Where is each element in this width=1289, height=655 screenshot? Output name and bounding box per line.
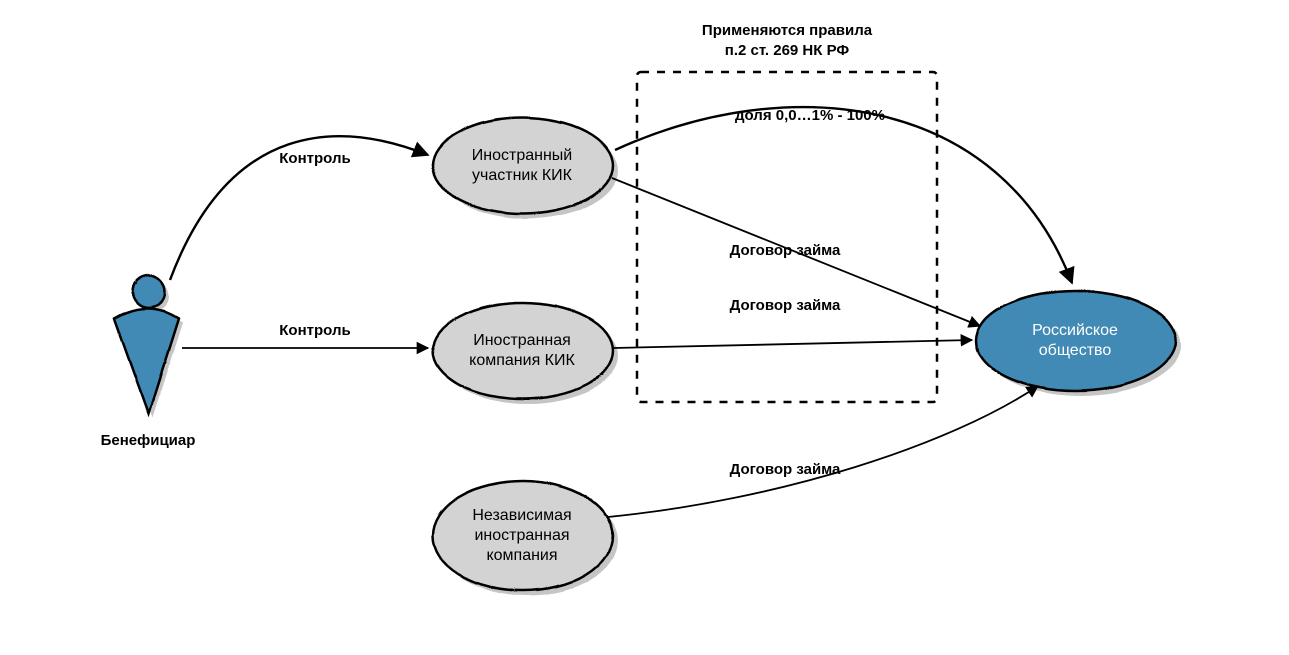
foreign-company-kik-line1: Иностранная xyxy=(473,332,571,349)
edge-loan-3-label: Договор займа xyxy=(730,461,841,478)
edge-loan-2-label: Договор займа xyxy=(730,297,841,314)
independent-foreign-line1: Независимая xyxy=(472,507,571,524)
foreign-participant-line1: Иностранный xyxy=(472,147,572,164)
independent-foreign-line3: компания xyxy=(486,547,557,564)
independent-foreign-line2: иностранная xyxy=(474,527,569,544)
diagram-canvas: Бенефициар Применяются правила п.2 ст. 2… xyxy=(0,0,1289,655)
edge-share-top xyxy=(615,107,1072,283)
beneficiary-icon xyxy=(114,275,182,417)
edge-loan-2 xyxy=(614,340,972,348)
russian-company-line1: Российское xyxy=(1032,322,1118,339)
foreign-company-kik-line2: компания КИК xyxy=(469,352,575,369)
foreign-participant-line2: участник КИК xyxy=(472,167,573,184)
edge-loan-3 xyxy=(608,386,1038,517)
edge-control-mid-label: Контроль xyxy=(279,322,350,339)
russian-company-line2: общество xyxy=(1039,342,1112,359)
rule-title-line1: Применяются правила xyxy=(702,22,873,39)
edge-loan-1-label: Договор займа xyxy=(730,242,841,259)
edge-control-top-label: Контроль xyxy=(279,150,350,167)
rule-title-line2: п.2 ст. 269 НК РФ xyxy=(725,42,850,59)
beneficiary-label: Бенефициар xyxy=(101,432,196,449)
edge-share-top-label: доля 0,0…1% - 100% xyxy=(735,107,885,124)
